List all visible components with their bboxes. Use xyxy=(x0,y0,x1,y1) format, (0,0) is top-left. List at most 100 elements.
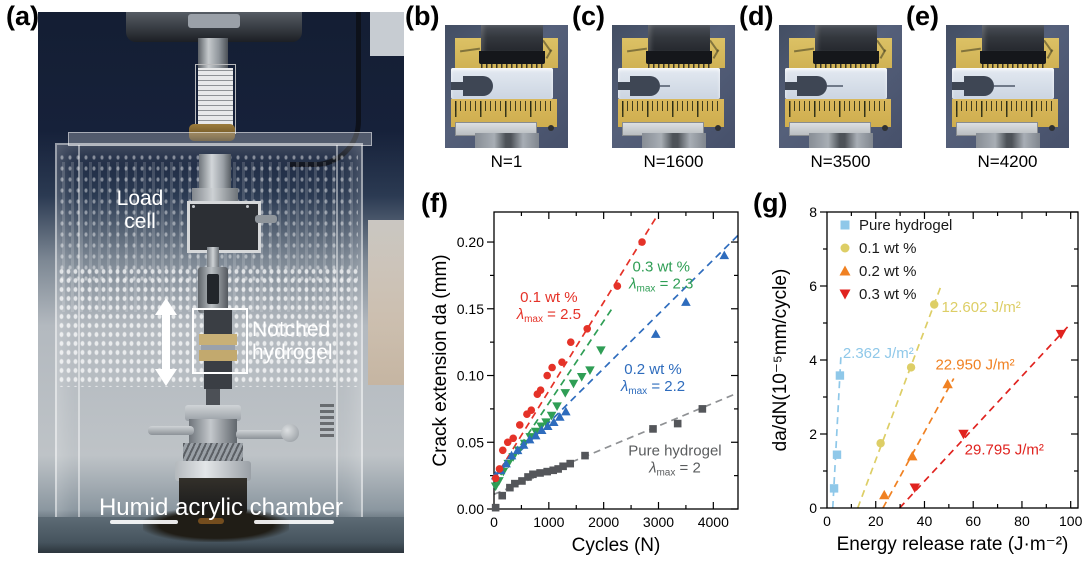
svg-text:100: 100 xyxy=(1059,513,1083,529)
sample-photo-n3500 xyxy=(779,25,902,148)
upper-grip xyxy=(815,25,877,53)
sample-grip-lower xyxy=(204,361,232,389)
caption-e: N=4200 xyxy=(977,152,1038,171)
svg-text:da/dN(10⁻⁵mm/cycle): da/dN(10⁻⁵mm/cycle) xyxy=(770,269,791,452)
crack xyxy=(994,85,1015,87)
load-cell xyxy=(187,201,261,253)
caption-d: N=3500 xyxy=(810,152,871,171)
svg-text:8: 8 xyxy=(809,204,817,220)
svg-text:3000: 3000 xyxy=(643,514,674,530)
crack xyxy=(827,85,843,87)
sample-gel xyxy=(201,345,235,350)
svg-text:29.795 J/m²: 29.795 J/m² xyxy=(965,441,1044,458)
sample-photo-n1600 xyxy=(612,25,735,148)
grip-teeth xyxy=(815,64,877,69)
grip-teeth xyxy=(481,64,543,69)
panel-b-label: (b) xyxy=(405,1,440,31)
floor-stain xyxy=(143,508,289,542)
clamp-screw xyxy=(548,125,554,131)
upper-grip xyxy=(648,25,710,53)
svg-text:4: 4 xyxy=(809,352,817,368)
grip-teeth xyxy=(982,64,1044,69)
background-corner xyxy=(370,12,404,56)
panel-c-label: (c) xyxy=(572,1,605,31)
crack-growth-rate-chart: 0 20 40 60 80 100 0 2 4 6 8 Energy release rate (J·… xyxy=(770,204,1083,555)
panel-g-label: (g) xyxy=(753,188,788,218)
floor-stain-amber xyxy=(198,518,224,524)
sample-tape-lower xyxy=(199,350,237,361)
notch-slit xyxy=(952,82,968,90)
chamber-top-edge xyxy=(68,132,372,146)
svg-text:0.1 wt %: 0.1 wt % xyxy=(859,240,917,257)
crack xyxy=(660,85,670,87)
chamber-caption: Humid acrylic chamber xyxy=(98,494,344,521)
clamp-screw xyxy=(1049,125,1055,131)
svg-text:22.950 J/m²: 22.950 J/m² xyxy=(935,356,1014,373)
panel-a-label: (a) xyxy=(6,1,39,31)
notch-slit xyxy=(451,82,467,90)
crosshead-bolt xyxy=(188,14,240,28)
svg-text:0: 0 xyxy=(823,513,831,529)
cable xyxy=(290,12,361,167)
lower-grip xyxy=(809,133,873,148)
clamp-screw xyxy=(715,125,721,131)
notch-slit xyxy=(785,82,801,90)
svg-text:0.2 wt %λmax = 2.2: 0.2 wt % λmax = 2.2 xyxy=(620,361,685,397)
svg-text:2: 2 xyxy=(809,426,817,442)
load-cell-screw xyxy=(192,205,195,208)
background-object xyxy=(368,220,404,385)
panel-d-label: (d) xyxy=(739,1,774,31)
lower-rod xyxy=(206,389,220,409)
svg-text:0.15: 0.15 xyxy=(457,301,484,317)
clamp-screw xyxy=(882,125,888,131)
svg-text:Crack extension da (mm): Crack extension da (mm) xyxy=(430,254,451,466)
svg-text:80: 80 xyxy=(1014,513,1030,529)
upper-grip-jaw xyxy=(479,51,545,64)
lower-body xyxy=(189,419,237,445)
lower-flange xyxy=(185,405,241,421)
svg-text:Pure hydrogel: Pure hydrogel xyxy=(859,217,952,234)
svg-text:0.3 wt %: 0.3 wt % xyxy=(859,286,917,303)
notched-hydrogel-callout: Notched hydrogel xyxy=(252,318,333,364)
pin-knob xyxy=(281,424,299,442)
experimental-setup-photo: Load cell Notched hydrogel Humid acrylic c… xyxy=(38,12,404,553)
grip-teeth xyxy=(648,64,710,69)
lower-collar xyxy=(175,461,251,481)
wall-smudge xyxy=(320,404,334,438)
coupling-collar xyxy=(192,188,238,202)
upper-grip xyxy=(982,25,1044,53)
sample-grip-upper xyxy=(204,310,232,334)
upper-grip-jaw xyxy=(980,51,1046,64)
svg-text:20: 20 xyxy=(868,513,884,529)
svg-text:0.20: 0.20 xyxy=(457,234,484,250)
lower-grip xyxy=(976,133,1040,148)
ruler xyxy=(618,99,724,127)
upper-grip-slot xyxy=(207,274,219,304)
upper-grip xyxy=(481,25,543,53)
crack-extension-chart: 0 1000 2000 3000 4000 0.00 0.05 0.10 0.15 0.20 Cyc… xyxy=(430,211,739,556)
svg-text:Cycles (N): Cycles (N) xyxy=(572,535,661,556)
svg-text:0: 0 xyxy=(490,514,498,530)
cyclic-arrow-down-icon xyxy=(155,369,177,386)
load-cell-cable xyxy=(255,215,277,223)
svg-text:2000: 2000 xyxy=(588,514,619,530)
notched-hydrogel-outline-box xyxy=(192,308,248,374)
caption-c: N=1600 xyxy=(643,152,704,171)
panel-e-label: (e) xyxy=(906,1,939,31)
sample-photo-n1 xyxy=(445,25,568,148)
svg-text:6: 6 xyxy=(809,278,817,294)
notch xyxy=(964,76,994,96)
upper-grip-jaw xyxy=(646,51,712,64)
floor-streak-right xyxy=(254,520,334,524)
svg-text:Energy release rate (J·m⁻²): Energy release rate (J·m⁻²) xyxy=(837,534,1069,555)
svg-text:1000: 1000 xyxy=(533,514,564,530)
svg-text:12.602 J/m²: 12.602 J/m² xyxy=(942,299,1021,316)
upper-grip-jaw xyxy=(813,51,879,64)
pin-right xyxy=(236,430,288,439)
notch-slit xyxy=(618,82,634,90)
load-cell-screw xyxy=(246,205,249,208)
svg-text:40: 40 xyxy=(917,513,933,529)
stem xyxy=(207,247,219,269)
